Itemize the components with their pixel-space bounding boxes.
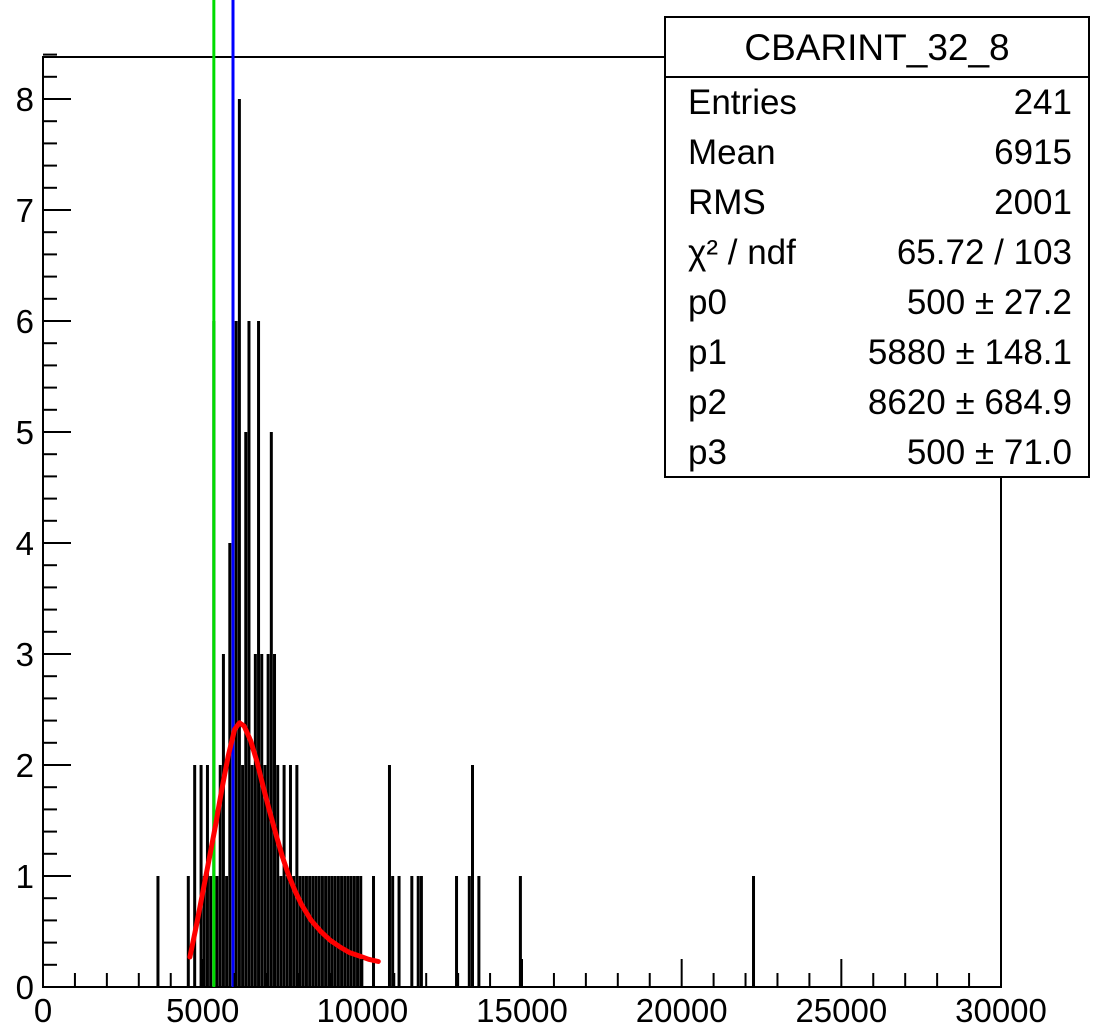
fit-curve [187,720,381,964]
stats-label: RMS [688,183,766,222]
stats-box: CBARINT_32_8 Entries 241 Mean 6915 RMS 2… [664,16,1090,478]
stats-label: p1 [688,333,727,372]
stats-value: 65.72 / 103 [896,233,1072,272]
x-tick-label: 0 [34,992,52,1029]
stats-value: 500 ± 71.0 [906,433,1072,472]
stats-value: 2001 [994,183,1072,222]
stats-row-p1: p1 5880 ± 148.1 [666,328,1088,378]
stats-label: p3 [688,433,727,472]
x-tick-label: 5000 [166,992,239,1029]
y-axis: 0 1 2 3 4 5 6 7 8 [16,53,71,1006]
y-tick-label: 6 [16,303,34,340]
x-tick-label: 15000 [476,992,568,1029]
y-tick-label: 5 [16,414,34,451]
stats-label: Mean [688,133,776,172]
stats-row-chi2: χ² / ndf 65.72 / 103 [666,228,1088,278]
x-tick-label: 10000 [316,992,408,1029]
stats-value: 8620 ± 684.9 [867,383,1072,422]
x-tick-label: 20000 [636,992,728,1029]
y-tick-label: 4 [16,525,34,562]
stats-value: 6915 [994,133,1072,172]
y-tick-label: 8 [16,81,34,118]
stats-label: Entries [688,83,797,122]
stats-label: p2 [688,383,727,422]
stats-value: 5880 ± 148.1 [867,333,1072,372]
y-tick-label: 7 [16,192,34,229]
y-tick-label: 1 [16,858,34,895]
stats-label: p0 [688,283,727,322]
stats-row-p3: p3 500 ± 71.0 [666,428,1088,478]
stats-row-p0: p0 500 ± 27.2 [666,278,1088,328]
stats-title: CBARINT_32_8 [666,18,1088,78]
stats-value: 241 [1013,83,1072,122]
y-tick-label: 3 [16,636,34,673]
stats-label: χ² / ndf [688,233,796,272]
x-axis: 0 5000 10000 15000 20000 25000 30000 [34,959,1047,1029]
y-tick-label: 2 [16,747,34,784]
stats-row-entries: Entries 241 [666,78,1088,128]
fit-curve-group [187,720,381,964]
stats-row-mean: Mean 6915 [666,128,1088,178]
stats-row-p2: p2 8620 ± 684.9 [666,378,1088,428]
x-tick-label: 30000 [955,992,1047,1029]
stats-value: 500 ± 27.2 [906,283,1072,322]
x-tick-label: 25000 [795,992,887,1029]
y-tick-label: 0 [16,969,34,1006]
stats-row-rms: RMS 2001 [666,178,1088,228]
